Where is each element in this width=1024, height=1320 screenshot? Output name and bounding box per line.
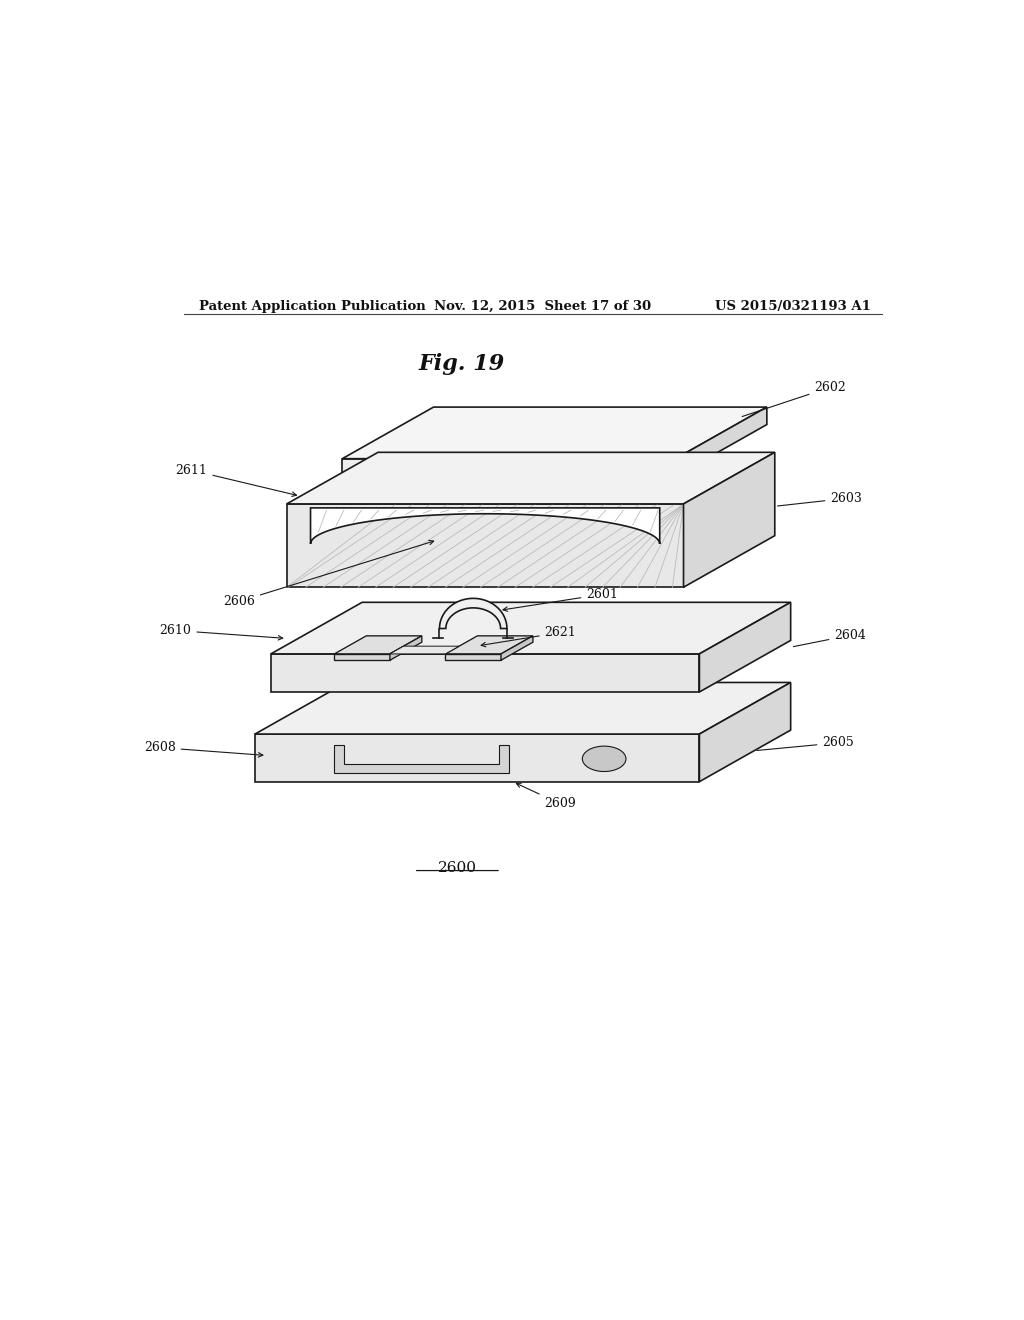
Text: 2611: 2611 [175,463,297,496]
Text: 2609: 2609 [516,783,577,810]
Text: 2605: 2605 [757,737,854,751]
Polygon shape [310,508,659,544]
Polygon shape [699,602,791,692]
Polygon shape [390,647,459,653]
Text: 2600: 2600 [438,861,477,875]
Text: US 2015/0321193 A1: US 2015/0321193 A1 [715,300,871,313]
Polygon shape [255,734,699,781]
Text: 2601: 2601 [503,587,618,611]
Text: 2604: 2604 [794,628,866,647]
Polygon shape [342,407,767,458]
Polygon shape [270,653,699,692]
Polygon shape [334,653,390,660]
Polygon shape [445,653,501,660]
Text: 2621: 2621 [481,626,577,647]
Polygon shape [390,636,422,660]
Text: Patent Application Publication: Patent Application Publication [200,300,426,313]
Text: Fig. 19: Fig. 19 [418,354,505,375]
Polygon shape [334,744,509,774]
Text: 2603: 2603 [777,492,862,506]
Ellipse shape [583,746,626,771]
Polygon shape [676,407,767,477]
Polygon shape [445,636,532,653]
Text: 2608: 2608 [143,741,263,758]
Polygon shape [255,682,791,734]
Polygon shape [334,636,422,653]
Text: Nov. 12, 2015  Sheet 17 of 30: Nov. 12, 2015 Sheet 17 of 30 [433,300,650,313]
Text: 2610: 2610 [160,624,283,640]
Polygon shape [699,682,791,781]
Text: 2606: 2606 [223,540,434,609]
Polygon shape [270,602,791,653]
Polygon shape [684,453,775,587]
Text: 2602: 2602 [742,380,846,417]
Polygon shape [287,504,684,587]
Polygon shape [501,636,532,660]
Polygon shape [342,458,676,477]
Polygon shape [287,453,775,504]
Polygon shape [439,598,507,628]
